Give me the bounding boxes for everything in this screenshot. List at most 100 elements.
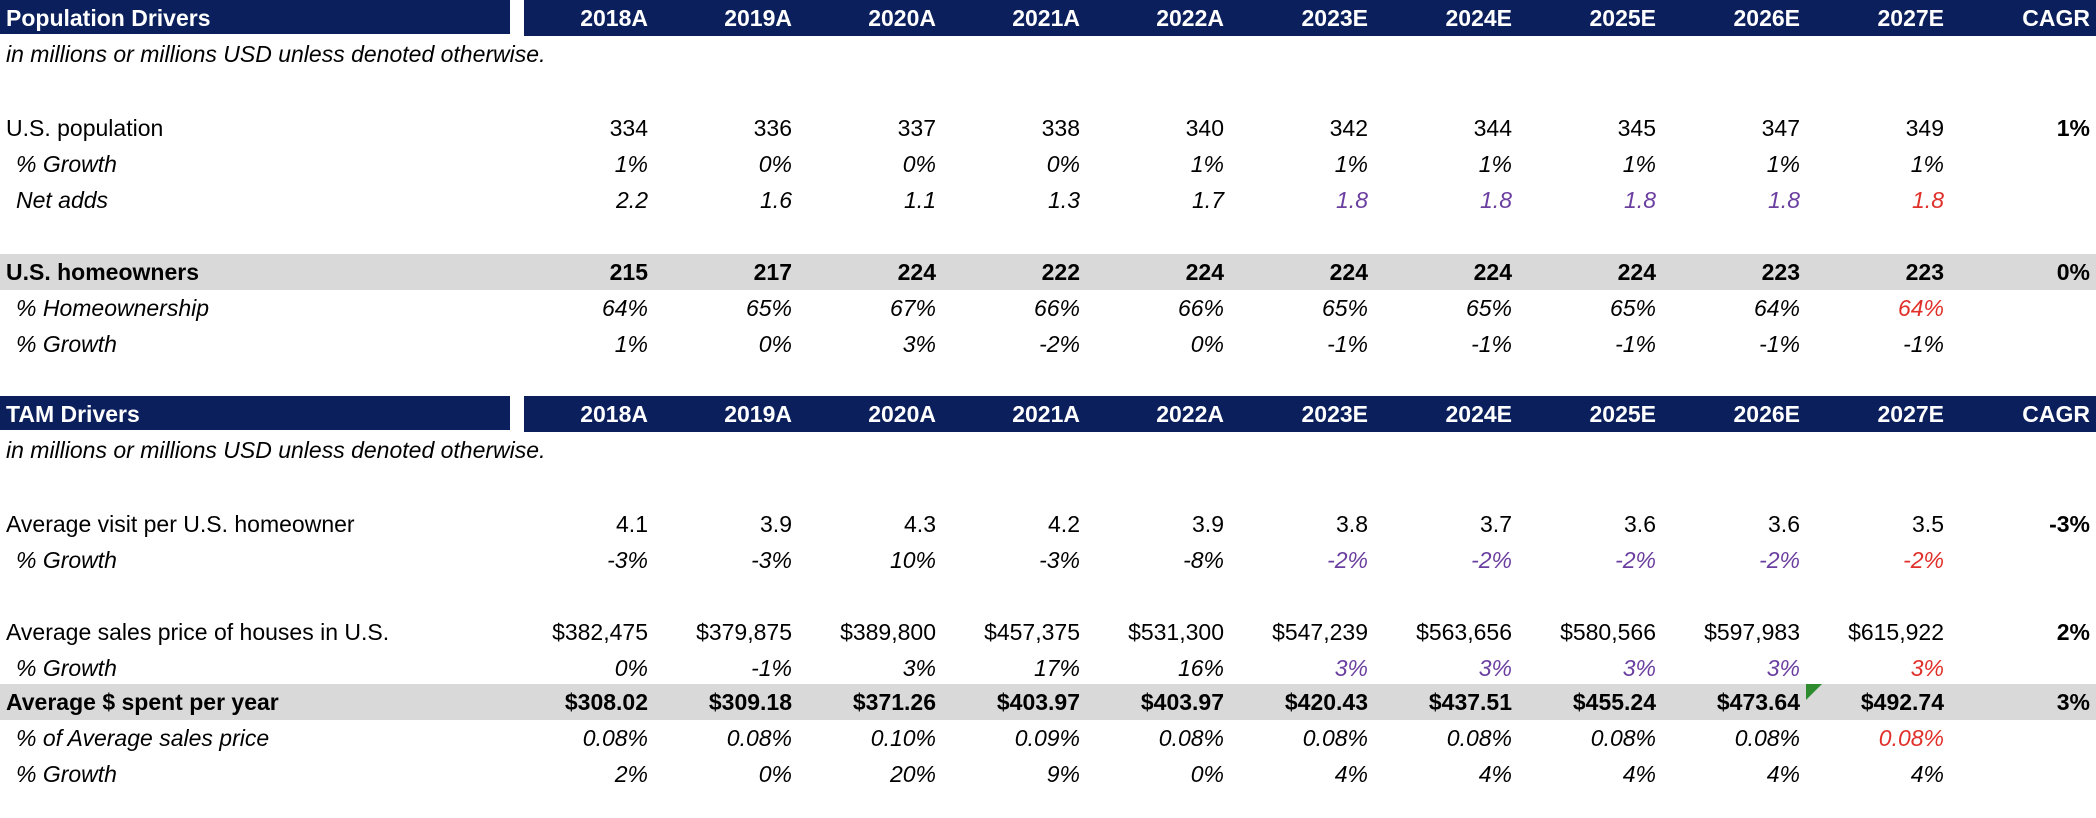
year-header-2025E[interactable]: 2025E [1589, 4, 1656, 31]
row-label[interactable]: % Growth [16, 330, 117, 357]
value-cell[interactable]: $580,566 [1560, 618, 1656, 645]
value-cell[interactable]: 0% [1046, 150, 1080, 177]
value-cell[interactable]: 0.08% [1878, 724, 1944, 751]
year-header-2018A[interactable]: 2018A [580, 4, 648, 31]
value-cell[interactable]: 3.5 [1912, 510, 1944, 537]
value-cell[interactable]: 65% [1465, 294, 1512, 321]
value-cell[interactable]: -1% [1615, 330, 1656, 357]
year-header-2025E[interactable]: 2025E [1589, 400, 1656, 427]
value-cell[interactable]: 342 [1329, 114, 1368, 141]
value-cell[interactable]: 215 [609, 258, 648, 285]
year-header-2027E[interactable]: 2027E [1877, 4, 1944, 31]
value-cell[interactable]: 217 [753, 258, 792, 285]
value-cell[interactable]: 3% [1766, 654, 1800, 681]
value-cell[interactable]: 337 [897, 114, 936, 141]
value-cell[interactable]: -8% [1183, 546, 1224, 573]
section-title[interactable]: Population Drivers [6, 4, 211, 31]
value-cell[interactable]: 16% [1177, 654, 1224, 681]
value-cell[interactable]: -2% [1327, 546, 1368, 573]
year-header-2024E[interactable]: 2024E [1445, 400, 1512, 427]
value-cell[interactable]: 345 [1617, 114, 1656, 141]
comment-marker-icon[interactable] [1806, 684, 1822, 700]
value-cell[interactable]: -1% [1471, 330, 1512, 357]
year-header-2021A[interactable]: 2021A [1012, 400, 1080, 427]
value-cell[interactable]: 1.3 [1048, 186, 1080, 213]
value-cell[interactable]: $309.18 [708, 688, 792, 715]
year-header-2020A[interactable]: 2020A [868, 400, 936, 427]
value-cell[interactable]: $382,475 [552, 618, 648, 645]
value-cell[interactable]: 3.7 [1480, 510, 1512, 537]
value-cell[interactable]: 64% [1753, 294, 1800, 321]
value-cell[interactable]: 1.8 [1912, 186, 1944, 213]
value-cell[interactable]: -1% [1759, 330, 1800, 357]
year-header-2020A[interactable]: 2020A [868, 4, 936, 31]
value-cell[interactable]: 0% [758, 150, 792, 177]
value-cell[interactable]: 0.08% [1734, 724, 1800, 751]
value-cell[interactable]: 338 [1041, 114, 1080, 141]
value-cell[interactable]: 222 [1041, 258, 1080, 285]
value-cell[interactable]: 334 [609, 114, 648, 141]
value-cell[interactable]: $473.64 [1716, 688, 1800, 715]
value-cell[interactable]: 4% [1766, 760, 1800, 787]
value-cell[interactable]: 1% [614, 150, 648, 177]
value-cell[interactable]: $308.02 [564, 688, 648, 715]
value-cell[interactable]: 0.08% [1302, 724, 1368, 751]
value-cell[interactable]: -3% [751, 546, 792, 573]
value-cell[interactable]: $403.97 [1140, 688, 1224, 715]
year-header-2026E[interactable]: 2026E [1733, 400, 1800, 427]
value-cell[interactable]: 1% [1334, 150, 1368, 177]
value-cell[interactable]: -2% [1615, 546, 1656, 573]
value-cell[interactable]: 1.8 [1768, 186, 1800, 213]
value-cell[interactable]: 9% [1046, 760, 1080, 787]
value-cell[interactable]: 20% [889, 760, 936, 787]
value-cell[interactable]: 10% [889, 546, 936, 573]
row-label[interactable]: Average $ spent per year [6, 688, 279, 715]
value-cell[interactable]: 0% [1190, 760, 1224, 787]
units-note[interactable]: in millions or millions USD unless denot… [6, 40, 546, 67]
value-cell[interactable]: 223 [1905, 258, 1944, 285]
value-cell[interactable]: -3% [607, 546, 648, 573]
units-note[interactable]: in millions or millions USD unless denot… [6, 436, 546, 463]
cagr-cell[interactable]: 2% [2056, 618, 2090, 645]
value-cell[interactable]: 3% [902, 330, 936, 357]
value-cell[interactable]: 4% [1478, 760, 1512, 787]
value-cell[interactable]: $531,300 [1128, 618, 1224, 645]
value-cell[interactable]: 64% [601, 294, 648, 321]
value-cell[interactable]: $437.51 [1428, 688, 1512, 715]
year-header-2027E[interactable]: 2027E [1877, 400, 1944, 427]
value-cell[interactable]: $371.26 [852, 688, 936, 715]
value-cell[interactable]: 0.09% [1014, 724, 1080, 751]
value-cell[interactable]: 4% [1910, 760, 1944, 787]
value-cell[interactable]: -1% [751, 654, 792, 681]
value-cell[interactable]: 0% [1190, 330, 1224, 357]
value-cell[interactable]: 1.8 [1336, 186, 1368, 213]
value-cell[interactable]: 0.08% [1590, 724, 1656, 751]
value-cell[interactable]: 0.08% [582, 724, 648, 751]
value-cell[interactable]: $379,875 [696, 618, 792, 645]
value-cell[interactable]: 1% [1766, 150, 1800, 177]
value-cell[interactable]: -2% [1039, 330, 1080, 357]
value-cell[interactable]: $389,800 [840, 618, 936, 645]
value-cell[interactable]: 67% [889, 294, 936, 321]
row-label[interactable]: Average visit per U.S. homeowner [6, 510, 355, 537]
value-cell[interactable]: 223 [1761, 258, 1800, 285]
year-header-2021A[interactable]: 2021A [1012, 4, 1080, 31]
value-cell[interactable]: 66% [1033, 294, 1080, 321]
value-cell[interactable]: 17% [1033, 654, 1080, 681]
row-label[interactable]: U.S. homeowners [6, 258, 199, 285]
value-cell[interactable]: 0% [902, 150, 936, 177]
value-cell[interactable]: 224 [1617, 258, 1656, 285]
value-cell[interactable]: -2% [1471, 546, 1512, 573]
value-cell[interactable]: $420.43 [1284, 688, 1368, 715]
year-header-2019A[interactable]: 2019A [724, 400, 792, 427]
row-label[interactable]: % Growth [16, 150, 117, 177]
value-cell[interactable]: 1% [614, 330, 648, 357]
value-cell[interactable]: 1.8 [1624, 186, 1656, 213]
year-header-2026E[interactable]: 2026E [1733, 4, 1800, 31]
value-cell[interactable]: 344 [1473, 114, 1512, 141]
value-cell[interactable]: $615,922 [1848, 618, 1944, 645]
value-cell[interactable]: $492.74 [1860, 688, 1944, 715]
value-cell[interactable]: 66% [1177, 294, 1224, 321]
row-label[interactable]: % of Average sales price [16, 724, 270, 751]
value-cell[interactable]: 0.08% [1158, 724, 1224, 751]
